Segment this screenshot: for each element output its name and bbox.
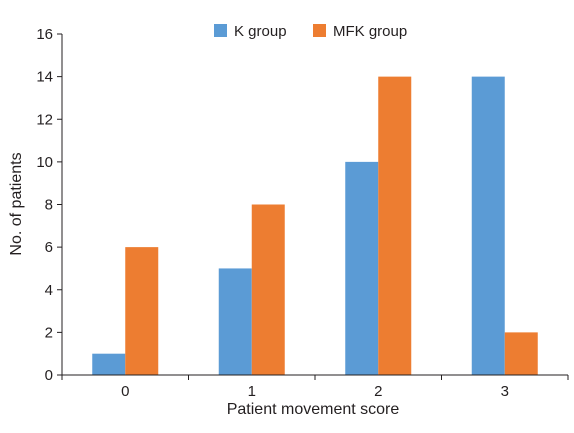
bar — [125, 247, 159, 375]
legend-item: K group — [214, 23, 287, 40]
bar — [251, 204, 285, 375]
y-tick-label: 14 — [36, 69, 53, 86]
y-tick-label: 8 — [45, 197, 53, 214]
legend-label: MFK group — [333, 23, 407, 40]
legend-swatch — [214, 24, 227, 37]
x-tick-label: 1 — [248, 383, 256, 400]
bar — [218, 268, 252, 375]
y-tick-label: 16 — [36, 26, 53, 43]
bar — [378, 76, 412, 375]
legend-label: K group — [234, 23, 287, 40]
x-tick-label: 3 — [501, 383, 509, 400]
y-tick-label: 2 — [45, 324, 53, 341]
x-tick-label: 0 — [121, 383, 129, 400]
y-tick-label: 12 — [36, 111, 53, 128]
y-axis-title: No. of patients — [8, 152, 25, 255]
y-tick-label: 6 — [45, 239, 53, 256]
bar — [345, 161, 379, 375]
bar — [504, 332, 538, 375]
legend-swatch — [313, 24, 326, 37]
y-tick-label: 10 — [36, 154, 53, 171]
y-tick-label: 4 — [45, 282, 53, 299]
legend-item: MFK group — [313, 23, 407, 40]
x-tick-label: 2 — [374, 383, 382, 400]
y-tick-label: 0 — [45, 367, 53, 384]
bars-layer: 0 1 2 3 — [92, 76, 538, 400]
bar — [471, 76, 505, 375]
axes-layer: 0 2 4 6 8 10 12 14 16 — [36, 26, 569, 384]
legend: K group MFK group — [214, 23, 407, 40]
x-axis-title: Patient movement score — [227, 401, 400, 418]
bar — [92, 353, 126, 375]
